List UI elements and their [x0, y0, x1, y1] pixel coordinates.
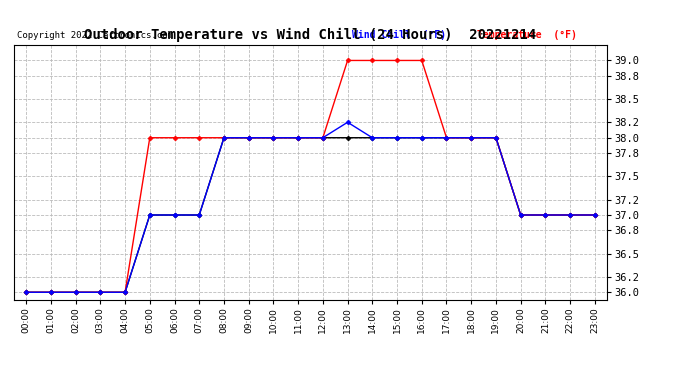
Text: Wind Chill  (°F): Wind Chill (°F)	[352, 30, 446, 40]
Text: Copyright 2022 Cartronics.com: Copyright 2022 Cartronics.com	[17, 31, 172, 40]
Text: Temperature  (°F): Temperature (°F)	[477, 30, 577, 40]
Title: Outdoor Temperature vs Wind Chill (24 Hours)  20221214: Outdoor Temperature vs Wind Chill (24 Ho…	[84, 28, 537, 42]
